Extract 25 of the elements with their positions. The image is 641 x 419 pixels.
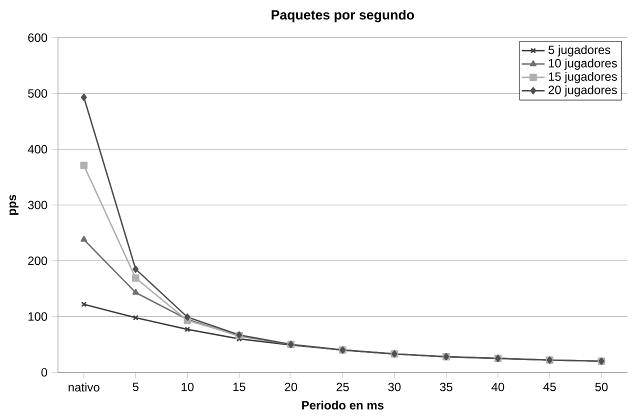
y-tick-label: 600	[28, 33, 48, 42]
y-axis-title: pps	[9, 194, 18, 215]
x-tick-label: 45	[543, 382, 556, 392]
x-tick-label: 35	[440, 382, 452, 392]
x-tick-label: 50	[595, 382, 608, 392]
legend-label: 20 jugadores	[548, 85, 617, 97]
y-tick-label: 500	[28, 89, 48, 98]
x-tick-label: 40	[492, 382, 504, 392]
legend-label: 5 jugadores	[548, 45, 610, 56]
x-tick-label: 10	[182, 382, 194, 392]
y-tick-label: 100	[28, 312, 48, 321]
y-tick-label: 0	[41, 368, 48, 377]
x-tick-label: 30	[388, 382, 401, 392]
y-tick-label: 200	[28, 256, 48, 266]
legend-label: 15 jugadores	[548, 72, 617, 84]
y-tick-label: 400	[28, 144, 48, 154]
x-tick-label: 25	[336, 382, 349, 392]
x-tick-label: 20	[284, 382, 298, 392]
chart-title: Paquetes por segundo	[272, 10, 414, 22]
x-tick-label: 5	[132, 382, 138, 392]
x-tick-label: 15	[233, 382, 246, 392]
x-axis-title: Periodo en ms	[302, 400, 384, 410]
y-tick-label: 300	[28, 200, 48, 210]
legend-label: 10 jugadores	[548, 58, 617, 70]
x-tick-label: nativo	[68, 382, 100, 392]
